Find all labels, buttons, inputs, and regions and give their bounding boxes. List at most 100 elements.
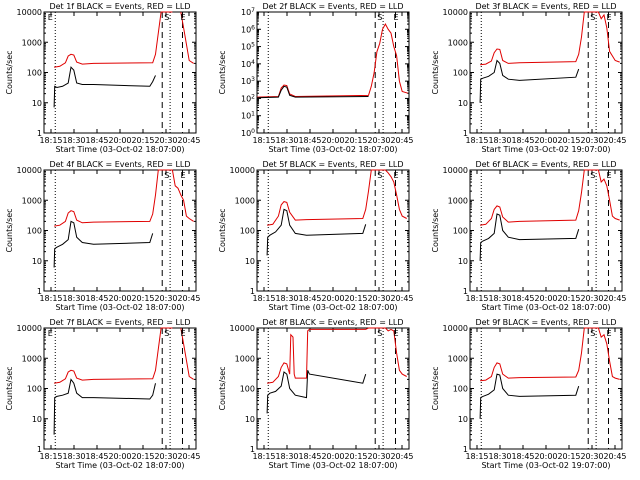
x-tick-label: 18:30 <box>275 294 298 303</box>
panel-1: Det 1f BLACK = Events, RED = LLD 1 10 100 10… <box>5 2 201 154</box>
x-tick-label: 18:45 <box>85 452 108 461</box>
x-tick-label: 20:00 <box>534 452 557 461</box>
y-tick-label: 10 <box>245 415 255 424</box>
y-tick-label: 102 <box>241 93 255 103</box>
series-line <box>479 213 580 261</box>
y-tick-label: 1000 <box>22 354 42 363</box>
y-tick-label: 1000 <box>448 354 468 363</box>
x-tick-label: 20:30 <box>580 136 603 145</box>
x-tick-label: 18:15 <box>39 294 62 303</box>
marker-label: E <box>181 171 186 180</box>
series-line <box>53 66 156 108</box>
x-tick-label: 20:45 <box>603 136 626 145</box>
x-tick-label: 18:15 <box>465 294 488 303</box>
y-tick-label: 10 <box>245 257 255 266</box>
y-tick-label: 1 <box>37 287 42 296</box>
series-line <box>479 59 580 103</box>
x-tick-label: 20:15 <box>344 452 367 461</box>
x-tick-label: 20:00 <box>108 294 131 303</box>
series-line <box>256 23 409 98</box>
plot-frame <box>256 11 410 134</box>
marker-label: S <box>377 171 382 180</box>
panel-title: Det 9f BLACK = Events, RED = LLD <box>475 318 616 327</box>
panel-3: Det 3f BLACK = Events, RED = LLD 1 10 100 10… <box>431 2 627 154</box>
y-tick-label: 10 <box>458 257 468 266</box>
x-tick-label: 20:45 <box>177 136 200 145</box>
marker-label: S <box>164 13 169 22</box>
x-tick-label: 20:15 <box>131 452 154 461</box>
panel-title: Det 5f BLACK = Events, RED = LLD <box>262 160 403 169</box>
x-tick-label: 18:45 <box>298 294 321 303</box>
x-tick-label: 20:30 <box>154 294 177 303</box>
x-tick-label: 20:30 <box>367 452 390 461</box>
series-line <box>54 169 194 227</box>
marker-label: S <box>164 329 169 338</box>
x-tick-label: 20:15 <box>131 294 154 303</box>
x-tick-label: 18:45 <box>298 136 321 145</box>
marker-label: S <box>590 171 595 180</box>
x-tick-label: 20:00 <box>321 452 344 461</box>
plot-frame <box>43 327 197 450</box>
y-tick-label: 10000 <box>230 324 255 333</box>
panel-title: Det 6f BLACK = Events, RED = LLD <box>475 160 616 169</box>
series-line <box>53 220 154 268</box>
y-tick-label: 103 <box>241 76 255 86</box>
series-line <box>267 169 407 226</box>
x-axis-label: Start Time (03-Oct-02 19:07:00) <box>481 461 610 470</box>
x-tick-label: 20:45 <box>390 136 413 145</box>
y-tick-label: 1 <box>37 129 42 138</box>
x-tick-label: 18:15 <box>252 136 275 145</box>
y-tick-label: 10000 <box>17 324 42 333</box>
x-axis-label: Start Time (03-Oct-02 18:07:00) <box>268 461 397 470</box>
x-axis-label: Start Time (03-Oct-02 18:07:00) <box>55 303 184 312</box>
x-tick-label: 18:15 <box>252 294 275 303</box>
marker-label: S <box>377 329 382 338</box>
x-tick-label: 18:45 <box>511 294 534 303</box>
y-axis-label: Counts/sec <box>431 366 440 410</box>
y-tick-label: 1 <box>463 445 468 454</box>
series-line <box>266 208 367 256</box>
y-tick-label: 10 <box>32 257 42 266</box>
marker-label: E <box>607 13 612 22</box>
panel-title: Det 2f BLACK = Events, RED = LLD <box>262 2 403 11</box>
marker-label: E <box>607 171 612 180</box>
marker-label: S <box>377 13 382 22</box>
marker-label: E <box>607 329 612 338</box>
x-tick-label: 20:30 <box>367 136 390 145</box>
y-tick-label: 100 <box>453 227 468 236</box>
x-tick-label: 20:30 <box>580 452 603 461</box>
x-tick-label: 20:15 <box>344 294 367 303</box>
y-tick-label: 100 <box>27 385 42 394</box>
y-tick-label: 1000 <box>22 196 42 205</box>
y-tick-label: 100 <box>27 69 42 78</box>
x-axis-label: Start Time (03-Oct-02 18:07:00) <box>268 145 397 154</box>
y-tick-label: 1000 <box>22 38 42 47</box>
panel-title: Det 4f BLACK = Events, RED = LLD <box>49 160 190 169</box>
x-tick-label: 18:15 <box>39 452 62 461</box>
x-tick-label: 18:45 <box>511 136 534 145</box>
series-line <box>480 327 620 382</box>
x-tick-label: 18:45 <box>511 452 534 461</box>
x-tick-label: 20:45 <box>177 294 200 303</box>
series-line <box>266 370 367 414</box>
y-tick-label: 104 <box>241 59 255 69</box>
x-tick-label: 20:30 <box>154 136 177 145</box>
y-tick-label: 1 <box>250 287 255 296</box>
y-tick-label: 1 <box>250 445 255 454</box>
y-tick-label: 100 <box>453 69 468 78</box>
panel-title: Det 8f BLACK = Events, RED = LLD <box>262 318 403 327</box>
x-tick-label: 18:30 <box>275 452 298 461</box>
x-tick-label: 20:45 <box>177 452 200 461</box>
x-tick-label: 20:00 <box>534 294 557 303</box>
x-tick-label: 20:45 <box>603 452 626 461</box>
y-tick-label: 100 <box>240 227 255 236</box>
marker-label: E <box>48 13 53 22</box>
y-tick-label: 10 <box>458 415 468 424</box>
y-tick-label: 1 <box>463 287 468 296</box>
x-tick-label: 18:45 <box>298 452 321 461</box>
x-tick-label: 20:15 <box>131 136 154 145</box>
marker-label: E <box>394 329 399 338</box>
x-tick-label: 18:30 <box>62 452 85 461</box>
marker-label: E <box>181 329 186 338</box>
